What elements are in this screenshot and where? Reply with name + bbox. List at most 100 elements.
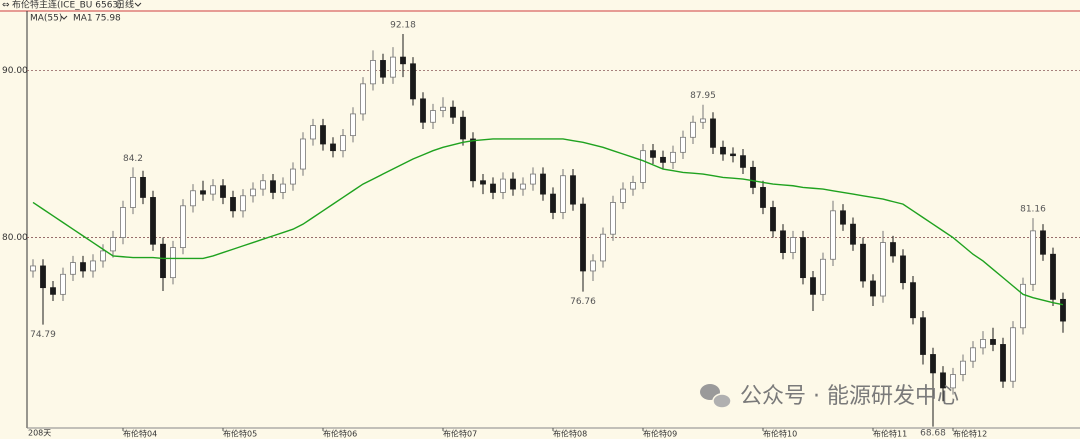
- ma-line: [32, 138, 1064, 306]
- candle-body: [750, 166, 756, 188]
- candle-body: [280, 183, 286, 193]
- candle-body: [960, 360, 966, 375]
- menu-icon[interactable]: ⇔: [2, 1, 10, 11]
- candle-body: [630, 182, 636, 190]
- candle-body: [390, 56, 396, 78]
- candle-body: [490, 183, 496, 193]
- candle-body: [1010, 327, 1016, 382]
- candle-body: [870, 280, 876, 297]
- legend-value: 75.98: [95, 14, 121, 24]
- candle-body: [830, 210, 836, 260]
- candle-body: [700, 118, 706, 123]
- candle-body: [240, 195, 246, 212]
- candle-body: [350, 113, 356, 137]
- timeframe-arrow[interactable]: [134, 2, 142, 7]
- candle-body: [60, 273, 66, 295]
- candle-body: [130, 176, 136, 208]
- candle-body: [520, 183, 526, 190]
- low-label: 74.79: [30, 330, 56, 340]
- candle-body: [760, 187, 766, 208]
- candle-body: [330, 143, 336, 152]
- candle-body: [320, 125, 326, 145]
- candle-body: [860, 243, 866, 282]
- candle-body: [40, 265, 46, 289]
- indicator-label[interactable]: MA(55): [30, 14, 62, 24]
- watermark-icon: [700, 384, 732, 409]
- candle-body: [900, 255, 906, 284]
- candle-body: [510, 178, 516, 190]
- candle-body: [220, 185, 226, 198]
- candle-body: [710, 118, 716, 148]
- candle-body: [560, 175, 566, 213]
- candle-body: [620, 188, 626, 203]
- candle-body: [100, 250, 106, 262]
- candle-body: [210, 185, 216, 195]
- candle-body: [410, 63, 416, 100]
- candle-body: [720, 146, 726, 155]
- candle-body: [250, 188, 256, 197]
- candle-body: [470, 138, 476, 182]
- candle-body: [180, 205, 186, 248]
- candle-body: [590, 260, 596, 272]
- candle-body: [800, 237, 806, 279]
- x-tick-label: 布伦特07: [443, 429, 477, 439]
- candle-body: [230, 197, 236, 212]
- candle-body: [420, 98, 426, 123]
- candle-body: [450, 106, 456, 118]
- chart-title[interactable]: 布伦特主连(ICE_BU 6563): [12, 0, 122, 11]
- x-tick-label: 布伦特08: [553, 429, 587, 439]
- candle-body: [1030, 230, 1036, 285]
- candle-body: [480, 180, 486, 185]
- candle-body: [610, 202, 616, 235]
- candle-body: [670, 151, 676, 163]
- candle-body: [30, 265, 36, 272]
- candle-body: [880, 242, 886, 297]
- high-label: 81.16: [1020, 205, 1046, 215]
- candle-body: [970, 347, 976, 362]
- legend-name: MA1: [73, 14, 93, 24]
- x-tick-label: 布伦特05: [223, 429, 257, 439]
- indicator-arrow[interactable]: [60, 15, 68, 20]
- candle-body: [290, 168, 296, 185]
- candle-body: [460, 116, 466, 140]
- candle-body: [530, 173, 536, 185]
- candle-body: [1040, 230, 1046, 255]
- timeframe[interactable]: 日线: [116, 0, 134, 11]
- high-label: 92.18: [390, 21, 416, 31]
- candle-body: [400, 56, 406, 65]
- candle-body: [310, 125, 316, 140]
- candle-body: [140, 176, 146, 198]
- candle-body: [300, 138, 306, 170]
- candle-body: [150, 197, 156, 245]
- candle-body: [730, 153, 736, 157]
- candle-body: [810, 277, 816, 295]
- high-label: 87.95: [690, 91, 716, 101]
- candle-body: [920, 317, 926, 355]
- candle-body: [930, 354, 936, 374]
- candle-body: [1060, 298, 1066, 322]
- candle-body: [340, 135, 346, 152]
- count-label: 208天: [28, 429, 51, 438]
- candle-body: [50, 287, 56, 295]
- candle-body: [1050, 253, 1056, 300]
- x-tick-label: 布伦特11: [873, 429, 907, 439]
- candle-body: [270, 180, 276, 193]
- candle-body: [570, 175, 576, 205]
- low-label: 68.68: [920, 429, 946, 439]
- candle-body: [200, 190, 206, 195]
- candle-body: [80, 262, 86, 272]
- candle-body: [160, 243, 166, 279]
- candle-body: [120, 207, 126, 238]
- candle-body: [780, 230, 786, 253]
- candle-body: [980, 339, 986, 349]
- candle-body: [500, 178, 506, 193]
- candle-body: [370, 60, 376, 85]
- candle-body: [190, 190, 196, 207]
- candle-body: [90, 260, 96, 272]
- candle-body: [840, 210, 846, 225]
- x-tick-label: 布伦特06: [323, 429, 357, 439]
- high-label: 84.2: [123, 154, 143, 164]
- candle-body: [550, 193, 556, 213]
